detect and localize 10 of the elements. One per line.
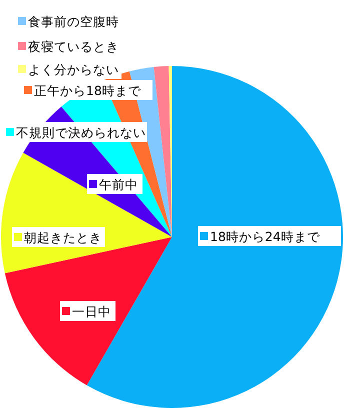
- legend-label: 18時から24時まで: [210, 229, 321, 244]
- legend-label: よく分からない: [28, 62, 119, 77]
- legend-label: 午前中: [99, 177, 138, 192]
- legend-label: 食事前の空腹時: [28, 14, 119, 29]
- legend-label: 朝起きたとき: [24, 230, 102, 245]
- legend-label: 正午から18時まで: [34, 83, 142, 98]
- legend-label: 一日中: [72, 304, 111, 319]
- legend-label: 不規則で決められない: [16, 125, 146, 140]
- pie-slice: [154, 66, 172, 237]
- legend-label: 夜寝ているとき: [28, 39, 119, 54]
